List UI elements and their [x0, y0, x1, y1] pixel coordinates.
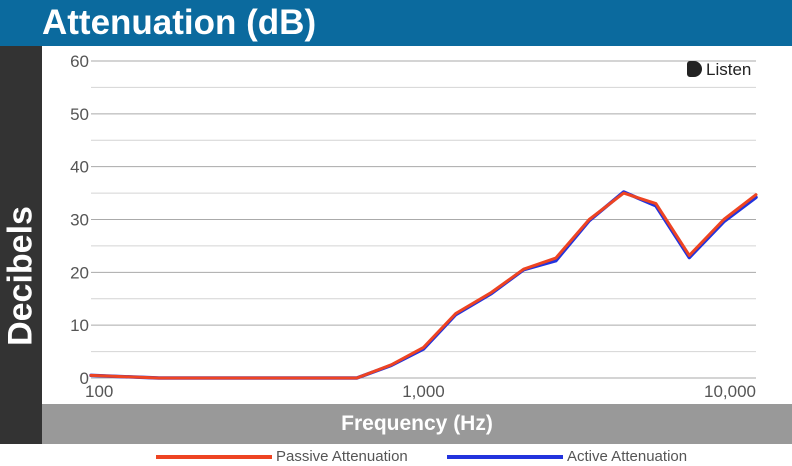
legend-label-passive: Passive Attenuation [276, 448, 408, 465]
title-bar: Attenuation (dB) [0, 0, 792, 46]
x-tick-label: 10,000 [704, 382, 756, 401]
page-title: Attenuation (dB) [42, 3, 317, 42]
x-axis-bar: Frequency (Hz) [42, 404, 792, 444]
y-tick-label: 60 [70, 52, 89, 71]
series-lines [89, 190, 758, 380]
y-tick-label: 50 [70, 105, 89, 124]
y-tick-labels: 0 10 20 30 40 50 60 [70, 52, 89, 388]
legend-swatch-passive [156, 455, 272, 459]
attenuation-chart: 0 10 20 30 40 50 60 100 1,000 10,000 [70, 52, 758, 401]
y-axis-bar: Decibels [0, 46, 42, 444]
y-tick-label: 30 [70, 211, 89, 230]
y-tick-label: 40 [70, 158, 89, 177]
x-axis-label: Frequency (Hz) [341, 412, 493, 435]
listen-logo: Listen [687, 60, 751, 82]
listen-logo-icon [687, 61, 702, 77]
y-tick-label: 10 [70, 316, 89, 335]
legend-swatch-active [447, 455, 563, 459]
grid-lines [91, 60, 756, 379]
legend-label-active: Active Attenuation [567, 448, 688, 465]
logo-text: Listen [706, 60, 752, 79]
legend: Passive Attenuation Active Attenuation [0, 444, 792, 466]
y-tick-label: 0 [80, 369, 89, 388]
x-tick-label: 1,000 [402, 382, 445, 401]
series-line-passive [89, 191, 758, 380]
x-tick-labels: 100 1,000 10,000 [85, 382, 756, 401]
y-tick-label: 20 [70, 263, 89, 282]
x-tick-label: 100 [85, 382, 113, 401]
